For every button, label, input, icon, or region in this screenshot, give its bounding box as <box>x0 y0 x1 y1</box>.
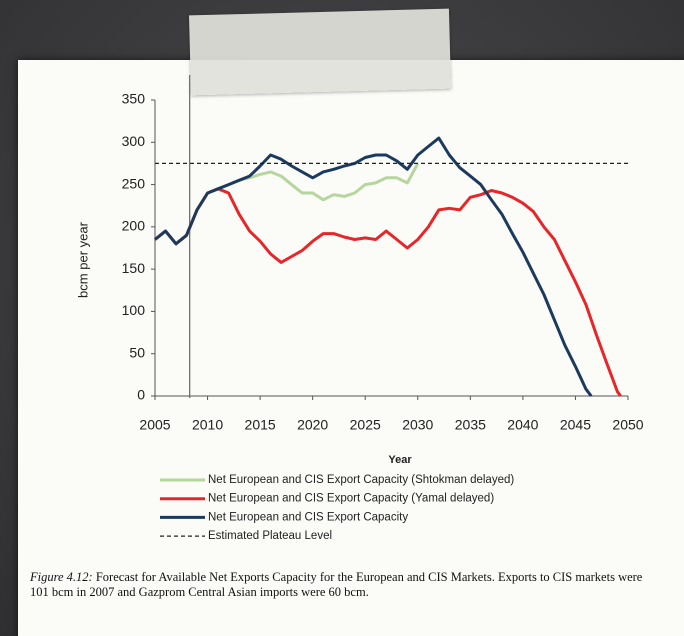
legend-label: Net European and CIS Export Capacity (Ya… <box>208 493 494 505</box>
x-tick-label: 2025 <box>350 417 381 433</box>
series-line <box>154 162 420 246</box>
x-axis-label: Year <box>388 454 412 466</box>
y-tick-label: 150 <box>122 260 146 276</box>
x-tick-label: 2040 <box>507 417 538 433</box>
y-tick-label: 100 <box>122 302 146 318</box>
x-tick-label: 2035 <box>455 417 486 433</box>
caption: Figure 4.12: Forecast for Available Net … <box>30 570 650 600</box>
y-tick-label: 0 <box>137 387 145 403</box>
y-tick-label: 200 <box>122 218 146 234</box>
x-tick-label: 2050 <box>612 417 643 433</box>
x-tick-label: 2005 <box>139 417 170 433</box>
x-tick-label: 2020 <box>297 417 328 433</box>
caption-text: Forecast for Available Net Exports Capac… <box>30 570 643 599</box>
x-tick-label: 2010 <box>192 417 223 433</box>
y-tick-label: 350 <box>122 91 146 107</box>
x-tick-label: 2030 <box>402 417 433 433</box>
legend-label: Net European and CIS Export Capacity <box>208 511 408 523</box>
paper <box>18 60 684 636</box>
series-line <box>154 187 622 397</box>
y-axis-label: bcm per year <box>75 221 90 298</box>
y-tick-label: 250 <box>122 175 146 191</box>
legend-label: Estimated Plateau Level <box>208 530 332 542</box>
series-line <box>154 136 593 397</box>
caption-label: Figure 4.12: <box>30 570 93 584</box>
y-tick-label: 50 <box>129 344 145 360</box>
x-tick-label: 2045 <box>560 417 591 433</box>
x-tick-label: 2015 <box>245 417 276 433</box>
legend-label: Net European and CIS Export Capacity (Sh… <box>208 474 514 486</box>
y-tick-label: 300 <box>122 133 146 149</box>
